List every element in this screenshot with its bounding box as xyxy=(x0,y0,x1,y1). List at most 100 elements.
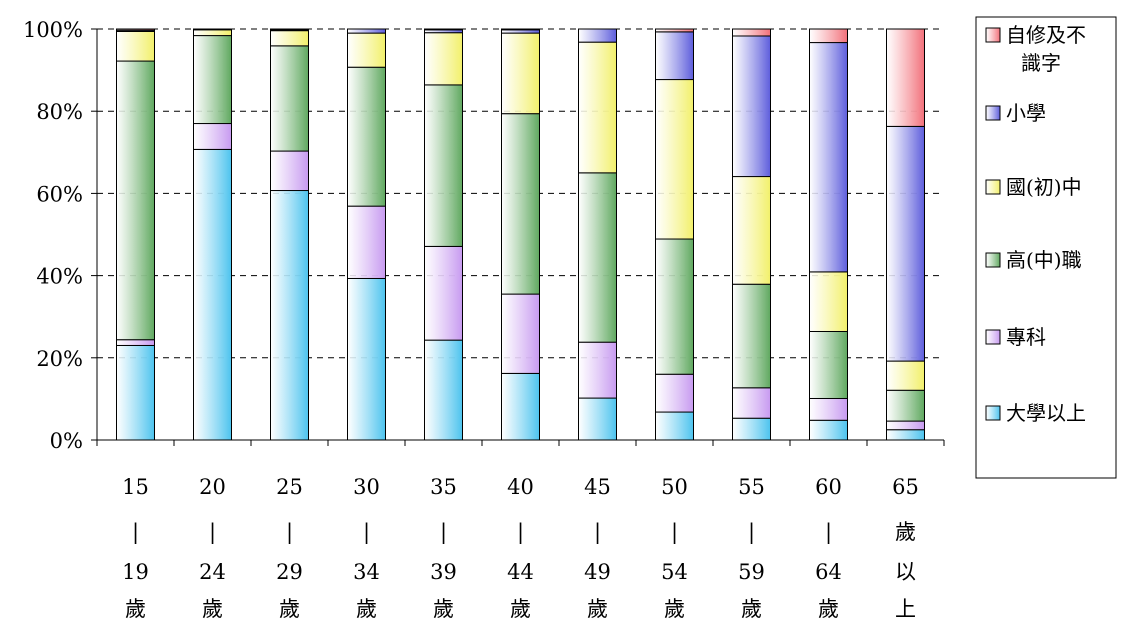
category-label-line: 39 xyxy=(430,560,457,584)
legend-item: 大學以上 xyxy=(985,401,1086,425)
bar-stack xyxy=(886,28,925,441)
legend-swatch xyxy=(985,329,1001,345)
bar-segment xyxy=(886,429,925,441)
bars xyxy=(116,28,925,441)
category-label-line: 歲 xyxy=(587,597,608,621)
bar-segment xyxy=(809,330,848,399)
category-label-line: 35 xyxy=(430,475,457,499)
y-tick-label: 80% xyxy=(36,100,83,124)
category-label-line: 歲 xyxy=(818,597,839,621)
category-label-line: | xyxy=(594,520,601,545)
bar-stack xyxy=(347,28,386,441)
category-label-line: 59 xyxy=(738,560,765,584)
y-tick-label: 100% xyxy=(23,18,83,42)
bar-segment xyxy=(116,60,155,341)
category-label-line: | xyxy=(748,520,755,545)
category-label-line: 以 xyxy=(895,560,916,584)
category-label-line: 歲 xyxy=(279,597,300,621)
bar-segment xyxy=(424,339,463,441)
category-label-line: | xyxy=(209,520,216,545)
category-label-line: 50 xyxy=(661,475,688,499)
category-label-line: 上 xyxy=(895,597,916,621)
bar-segment xyxy=(655,28,694,33)
category-label: 65 歲以上 xyxy=(892,475,919,621)
category-label: 35 | 39 歲 xyxy=(430,475,457,621)
bar-stack xyxy=(578,28,617,441)
bar-segment xyxy=(732,35,771,178)
category-label: 25 | 29 歲 xyxy=(276,475,303,621)
bar-stack xyxy=(809,28,848,441)
category-label-line: 20 xyxy=(199,475,226,499)
category-label-line: 歲 xyxy=(356,597,377,621)
category-label: 30 | 34 歲 xyxy=(353,475,380,621)
bar-segment xyxy=(655,238,694,375)
legend-item: 國(初)中 xyxy=(985,175,1082,199)
category-label-line: | xyxy=(825,520,832,545)
legend-swatch xyxy=(985,405,1001,421)
y-tick-label: 0% xyxy=(50,429,83,453)
bar-segment xyxy=(578,341,617,399)
legend-label: 小學 xyxy=(1006,101,1046,125)
bar-segment xyxy=(655,79,694,240)
bar-stack xyxy=(270,28,309,441)
bar-segment xyxy=(424,84,463,247)
bar-segment xyxy=(501,113,540,295)
bar-stack xyxy=(732,28,771,441)
bar-segment xyxy=(886,125,925,362)
bar-segment xyxy=(886,420,925,431)
bar-segment xyxy=(116,28,155,31)
category-label: 15 | 19 歲 xyxy=(122,475,149,621)
bar-segment xyxy=(193,123,232,150)
category-label-line: 歲 xyxy=(510,597,531,621)
bar-segment xyxy=(424,245,463,341)
legend-label: 專科 xyxy=(1006,325,1046,349)
category-label-line: 34 xyxy=(353,560,380,584)
bar-segment xyxy=(809,271,848,332)
bar-segment xyxy=(655,411,694,441)
category-label-line: 歲 xyxy=(202,597,223,621)
bar-stack xyxy=(424,28,463,441)
bar-segment xyxy=(270,45,309,152)
category-label-line: 15 xyxy=(122,475,149,499)
category-label-line: 19 xyxy=(122,560,149,584)
bar-segment xyxy=(732,283,771,389)
category-label-line: 歲 xyxy=(125,597,146,621)
axes xyxy=(91,28,945,446)
category-label-line: 65 xyxy=(892,475,919,499)
y-tick-label: 60% xyxy=(36,182,83,206)
bar-segment xyxy=(347,32,386,68)
bar-segment xyxy=(270,30,309,47)
bar-segment xyxy=(886,28,925,127)
bar-segment xyxy=(809,397,848,421)
bar-segment xyxy=(578,397,617,441)
bar-segment xyxy=(193,35,232,125)
legend-swatch xyxy=(985,27,1001,43)
legend-swatch xyxy=(985,179,1001,195)
bar-segment xyxy=(347,205,386,279)
category-label-line: | xyxy=(440,520,447,545)
bar-segment xyxy=(578,28,617,43)
bar-stack xyxy=(655,28,694,441)
y-tick-label: 20% xyxy=(36,347,83,371)
legend-swatch xyxy=(985,105,1001,121)
category-label-line: | xyxy=(132,520,139,545)
legend-item: 專科 xyxy=(985,325,1046,349)
bar-segment xyxy=(501,372,540,441)
category-label-line: 歲 xyxy=(741,597,762,621)
category-label-line: 40 xyxy=(507,475,534,499)
bar-segment xyxy=(116,30,155,62)
category-label-line: 44 xyxy=(507,560,534,584)
bar-segment xyxy=(655,31,694,81)
bar-segment xyxy=(578,172,617,343)
category-label-line: 25 xyxy=(276,475,303,499)
category-label: 50 | 54 歲 xyxy=(661,475,688,621)
bar-segment xyxy=(578,41,617,174)
bar-segment xyxy=(270,190,309,441)
bar-segment xyxy=(501,28,540,31)
x-category-labels: 15|19歲20|24歲25|29歲30|34歲35|39歲40|44歲45|4… xyxy=(122,475,919,621)
bar-segment xyxy=(193,148,232,441)
legend-label: 自修及不 xyxy=(1006,23,1086,47)
category-label: 60 | 64 歲 xyxy=(815,475,842,621)
